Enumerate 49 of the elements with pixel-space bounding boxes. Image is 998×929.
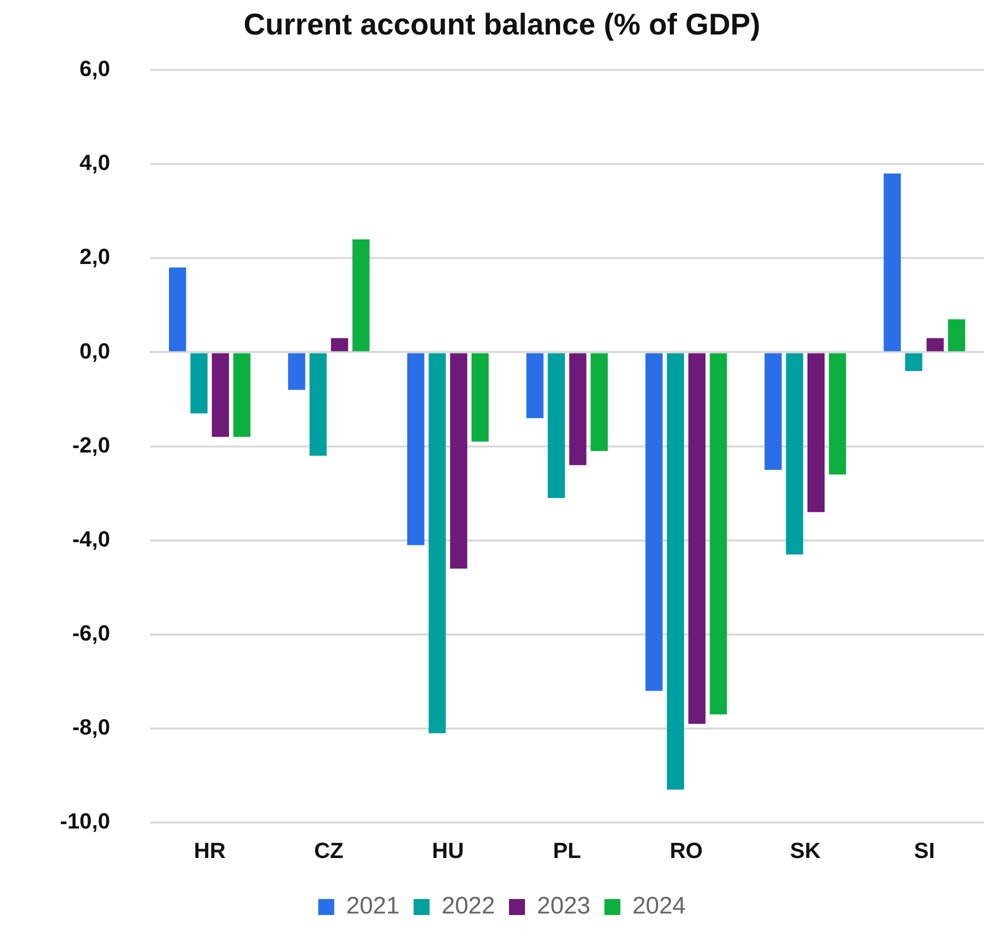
x-tick-label: PL [553,838,582,863]
bar [233,353,250,437]
x-tick-label: RO [670,838,703,863]
y-tick-label: 6,0 [80,56,110,82]
bar [330,338,348,352]
y-tick-label: -6,0 [72,620,110,646]
bar [472,353,489,442]
x-tick-label: SI [914,838,935,863]
bar [352,239,370,352]
bar [764,353,782,470]
bar [884,173,901,352]
bar [168,268,186,352]
x-tick-label: SK [790,838,821,863]
legend-label: 2022 [442,892,495,920]
bar [548,353,565,498]
y-tick-label: -8,0 [72,714,110,740]
bar [310,353,327,456]
bar [688,353,706,724]
bar [407,353,424,546]
legend-label: 2021 [346,892,400,920]
bar [948,319,966,352]
bar [288,353,306,390]
legend-label: 2023 [537,892,590,920]
bar [710,353,727,714]
bar [807,353,825,512]
bar [569,353,586,466]
bar [428,353,446,734]
x-tick-label: CZ [314,838,344,863]
y-tick-label: 0,0 [80,338,110,364]
bar [450,353,468,569]
bar [190,353,208,414]
bar [666,353,684,790]
x-tick-label: HR [194,838,226,863]
y-tick-label: 2,0 [80,244,110,270]
bar [786,353,804,554]
y-tick-label: 4,0 [80,150,110,176]
legend-label: 2024 [632,892,686,920]
bar [526,353,544,418]
bar [212,353,230,437]
bar [905,353,922,372]
bar [926,338,944,352]
x-tick-label: HU [432,838,464,863]
chart-title: Current account balance (% of GDP) [244,8,760,42]
bar [828,353,846,475]
y-tick-label: -4,0 [72,526,110,552]
bar [590,353,608,452]
y-tick-label: -2,0 [72,432,110,458]
y-tick-label: -10,0 [60,808,110,834]
bar [645,353,663,691]
